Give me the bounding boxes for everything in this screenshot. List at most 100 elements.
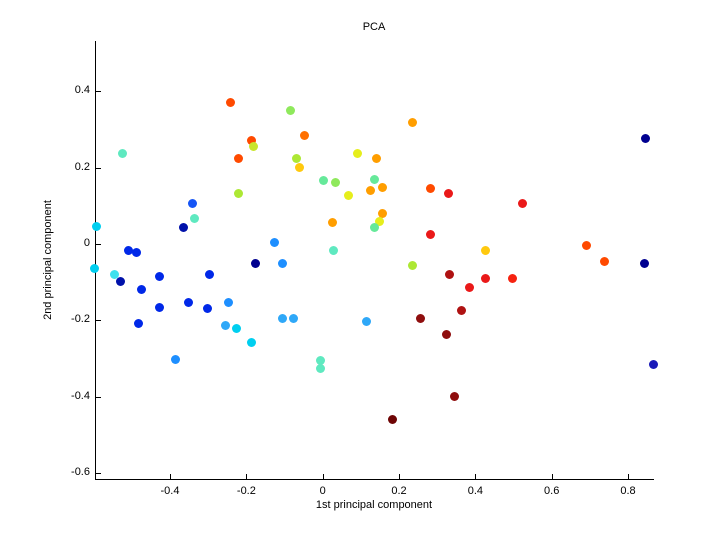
- data-point: [292, 153, 302, 163]
- data-point: [366, 185, 376, 195]
- y-tick-mark: [96, 91, 101, 93]
- data-point: [278, 314, 288, 324]
- data-point: [184, 298, 194, 308]
- data-point: [226, 98, 236, 108]
- x-tick-mark: [399, 474, 400, 479]
- data-point: [416, 314, 426, 324]
- data-point: [648, 359, 658, 369]
- data-point: [581, 241, 591, 251]
- data-point: [388, 414, 398, 424]
- x-tick-label: 0.6: [544, 485, 560, 497]
- data-point: [90, 263, 100, 273]
- x-axis-label: 1st principal component: [315, 499, 433, 511]
- x-tick-label: 0.8: [620, 485, 636, 497]
- y-tick-mark: [96, 320, 101, 322]
- y-tick-mark: [96, 473, 101, 475]
- data-point: [444, 269, 454, 279]
- y-tick-label: 0.2: [74, 160, 90, 173]
- plot-area: -0.4 -0.2 0 0.2 0.4 0.6 0.8 0.4 0.2 0 -0.2 -0.4 -0.6: [71, 41, 658, 497]
- data-point: [204, 269, 214, 279]
- data-point: [123, 246, 133, 256]
- x-tick-mark: [628, 474, 629, 479]
- x-tick-mark: [475, 474, 477, 479]
- data-point: [170, 354, 180, 364]
- data-point: [155, 302, 165, 312]
- data-point: [444, 189, 454, 199]
- data-point: [362, 317, 372, 327]
- data-point: [375, 217, 385, 227]
- x-tick-label: 0.4: [467, 485, 484, 497]
- data-point: [442, 329, 452, 339]
- data-point: [179, 223, 189, 233]
- x-tick-label: -0.2: [236, 485, 256, 497]
- x-tick-mark: [170, 474, 171, 479]
- x-tick-label: 0.2: [391, 485, 407, 497]
- data-point: [117, 148, 127, 158]
- data-point: [91, 221, 101, 231]
- data-point: [640, 258, 649, 268]
- data-point: [188, 198, 198, 208]
- data-point: [246, 338, 256, 348]
- data-point: [115, 277, 125, 287]
- data-point: [224, 297, 234, 307]
- data-point: [481, 273, 491, 283]
- y-tick-mark: [96, 396, 101, 398]
- data-point: [133, 318, 143, 328]
- data-point: [203, 303, 213, 313]
- x-tick-mark: [551, 474, 553, 479]
- data-point: [426, 184, 436, 194]
- chart-title: PCA: [362, 21, 386, 33]
- data-point: [450, 391, 460, 401]
- data-point: [278, 259, 288, 269]
- data-point: [599, 257, 609, 267]
- data-point: [234, 189, 244, 199]
- data-point: [319, 176, 329, 186]
- data-point: [408, 260, 418, 270]
- y-tick-label: -0.4: [71, 389, 90, 402]
- data-point: [316, 356, 326, 366]
- y-tick-label: -0.2: [71, 313, 90, 326]
- data-point: [190, 213, 200, 223]
- data-point: [136, 284, 146, 294]
- data-point: [295, 163, 305, 173]
- y-tick-mark: [96, 243, 101, 245]
- data-point: [234, 153, 244, 163]
- x-tick-mark: [322, 474, 324, 479]
- y-tick-label: -0.6: [71, 466, 90, 479]
- data-point: [370, 175, 380, 185]
- x-tick-label: -0.4: [160, 485, 180, 497]
- x-tick-label: 0: [319, 485, 326, 497]
- data-point: [378, 208, 388, 218]
- y-tick-mark: [96, 167, 101, 169]
- data-point: [270, 238, 280, 248]
- y-tick-label: 0: [83, 236, 90, 249]
- data-point: [370, 223, 380, 233]
- y-tick-label: 0.4: [74, 84, 90, 97]
- data-point: [249, 142, 259, 152]
- data-point: [641, 133, 651, 143]
- data-point: [507, 273, 517, 283]
- data-point: [155, 271, 165, 281]
- data-point: [131, 247, 141, 257]
- data-point: [300, 130, 310, 140]
- data-point: [331, 177, 341, 187]
- data-point: [353, 148, 363, 158]
- data-point: [408, 118, 418, 128]
- y-axis-label: 2nd principal component: [42, 200, 54, 320]
- data-point: [247, 135, 257, 145]
- data-point: [316, 364, 326, 374]
- data-point: [481, 246, 491, 256]
- data-point: [457, 306, 467, 316]
- data-point: [465, 282, 475, 292]
- data-point: [289, 313, 299, 323]
- data-point: [286, 106, 296, 116]
- data-point: [372, 154, 381, 164]
- data-point: [110, 269, 120, 279]
- data-point: [328, 218, 338, 228]
- data-point: [251, 258, 261, 268]
- data-point: [378, 182, 388, 192]
- x-tick-mark: [246, 474, 248, 479]
- data-point: [329, 245, 339, 255]
- data-point: [344, 191, 354, 201]
